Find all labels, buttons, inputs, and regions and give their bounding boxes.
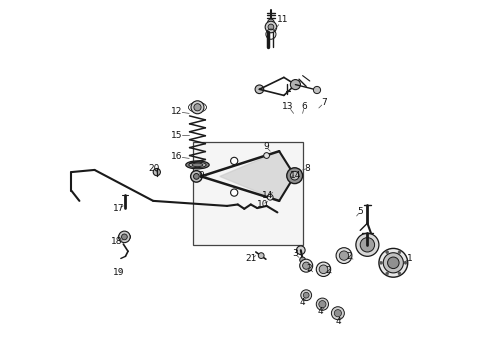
Circle shape xyxy=(258,253,264,258)
Text: 17: 17 xyxy=(113,203,124,212)
Text: 1: 1 xyxy=(407,254,413,263)
Ellipse shape xyxy=(189,162,206,167)
Text: 20: 20 xyxy=(148,164,160,173)
Circle shape xyxy=(398,272,401,275)
Circle shape xyxy=(194,174,199,179)
Text: 14: 14 xyxy=(291,171,302,180)
Circle shape xyxy=(191,171,202,182)
Circle shape xyxy=(331,307,344,320)
Text: 3: 3 xyxy=(292,249,297,258)
Circle shape xyxy=(268,24,274,30)
Circle shape xyxy=(356,233,379,256)
Circle shape xyxy=(194,104,201,111)
Circle shape xyxy=(336,248,352,264)
Text: 7: 7 xyxy=(321,98,327,107)
Circle shape xyxy=(383,253,403,273)
Circle shape xyxy=(398,251,401,254)
Circle shape xyxy=(339,251,349,260)
Circle shape xyxy=(319,301,326,308)
Circle shape xyxy=(268,19,274,26)
Text: 18: 18 xyxy=(111,238,123,247)
Circle shape xyxy=(291,80,300,90)
Circle shape xyxy=(122,234,127,240)
Circle shape xyxy=(287,168,303,184)
Text: 5: 5 xyxy=(357,207,363,216)
Text: 14: 14 xyxy=(262,191,273,199)
Circle shape xyxy=(380,261,383,264)
Text: 8: 8 xyxy=(304,164,310,173)
Circle shape xyxy=(191,101,204,114)
Text: 9: 9 xyxy=(263,142,269,151)
Circle shape xyxy=(255,85,264,94)
Circle shape xyxy=(296,246,305,255)
Circle shape xyxy=(264,153,270,158)
Circle shape xyxy=(386,272,389,275)
Text: 2: 2 xyxy=(306,264,312,273)
Text: 4: 4 xyxy=(336,317,342,325)
Text: 2: 2 xyxy=(325,266,331,275)
Circle shape xyxy=(386,251,389,254)
Text: 4: 4 xyxy=(318,307,323,316)
Text: 16: 16 xyxy=(171,152,182,161)
Circle shape xyxy=(319,265,328,274)
Text: 9: 9 xyxy=(198,171,204,180)
Text: 4: 4 xyxy=(300,298,305,307)
Text: 13: 13 xyxy=(282,102,294,111)
Circle shape xyxy=(231,189,238,196)
Text: 2: 2 xyxy=(346,252,351,261)
Text: 15: 15 xyxy=(171,130,182,139)
Circle shape xyxy=(316,298,328,310)
Text: 19: 19 xyxy=(113,269,124,277)
Text: 21: 21 xyxy=(246,254,257,263)
Circle shape xyxy=(231,157,238,165)
Ellipse shape xyxy=(192,163,203,167)
Text: 11: 11 xyxy=(277,15,289,24)
Circle shape xyxy=(119,231,130,243)
Polygon shape xyxy=(220,151,294,201)
Circle shape xyxy=(379,248,408,277)
Bar xyxy=(193,142,303,245)
Circle shape xyxy=(268,194,273,200)
Text: 12: 12 xyxy=(171,107,182,116)
Circle shape xyxy=(291,171,299,180)
Circle shape xyxy=(314,86,320,94)
Circle shape xyxy=(316,262,331,276)
Text: 10: 10 xyxy=(257,200,268,209)
Circle shape xyxy=(334,310,342,317)
Circle shape xyxy=(300,259,313,272)
Ellipse shape xyxy=(186,161,209,169)
Circle shape xyxy=(360,238,374,252)
Circle shape xyxy=(301,290,312,301)
Circle shape xyxy=(265,21,277,33)
Circle shape xyxy=(404,261,407,264)
Circle shape xyxy=(300,257,305,263)
Text: 6: 6 xyxy=(301,102,307,111)
Circle shape xyxy=(303,262,310,269)
Circle shape xyxy=(303,292,309,298)
Circle shape xyxy=(153,168,160,176)
Circle shape xyxy=(388,257,399,269)
